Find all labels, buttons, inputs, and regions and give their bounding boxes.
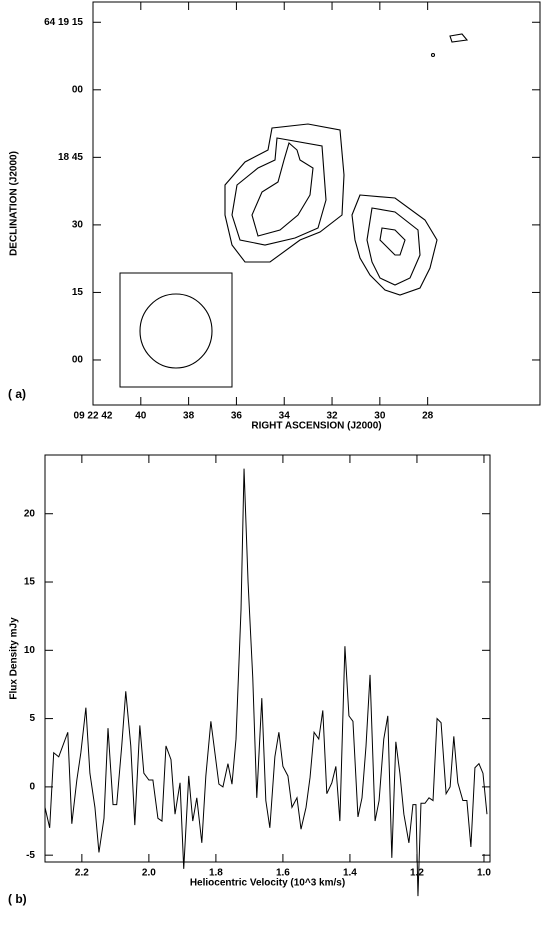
contour [351, 194, 438, 296]
x-tick-label: 34 [279, 411, 291, 422]
x-axis-label: Heliocentric Velocity (10^3 km/s) [190, 878, 345, 889]
y-tick-label: 00 [72, 355, 84, 366]
spectrum-line [44, 468, 488, 897]
x-tick-label: 1.8 [209, 868, 223, 879]
x-tick-label: 28 [422, 411, 434, 422]
contour [251, 142, 314, 237]
x-tick-label: 1.0 [477, 868, 491, 879]
y-tick-label: 15 [24, 577, 36, 588]
plot-frame [92, 1, 541, 406]
y-tick-label: 5 [29, 713, 35, 724]
contour [449, 33, 469, 43]
x-axis-label: RIGHT ASCENSION (J2000) [251, 421, 381, 432]
x-tick-label: 36 [231, 411, 243, 422]
y-tick-label: 30 [72, 220, 84, 231]
contour [379, 227, 406, 256]
x-tick-label: 2.0 [142, 868, 156, 879]
x-tick-label: 09 22 42 [74, 411, 113, 422]
x-tick-label: 32 [326, 411, 338, 422]
y-tick-label: 0 [29, 782, 35, 793]
y-tick-label: 18 45 [58, 152, 83, 163]
x-tick-label: 40 [135, 411, 147, 422]
contour [366, 207, 421, 286]
panel-label: ( a) [8, 387, 26, 401]
contour [231, 137, 327, 246]
beam-box [119, 272, 233, 388]
y-axis-label: Flux Density mJy [9, 617, 20, 700]
y-tick-label: 20 [24, 508, 36, 519]
panel-label: ( b) [8, 892, 27, 906]
plot-frame [44, 454, 491, 863]
contour [430, 52, 436, 58]
x-tick-label: 1.6 [276, 868, 290, 879]
y-tick-label: 64 19 15 [44, 17, 83, 28]
y-tick-label: 10 [24, 645, 36, 656]
x-tick-label: 30 [374, 411, 386, 422]
x-tick-label: 38 [183, 411, 195, 422]
y-tick-label: -5 [26, 850, 35, 861]
x-tick-label: 1.4 [343, 868, 357, 879]
x-tick-label: 2.2 [75, 868, 89, 879]
y-axis-label: DECLINATION (J2000) [9, 151, 20, 256]
contour [224, 123, 345, 263]
beam [139, 293, 213, 369]
contour-map [119, 33, 469, 388]
y-tick-label: 00 [72, 84, 84, 95]
y-tick-label: 15 [72, 287, 84, 298]
